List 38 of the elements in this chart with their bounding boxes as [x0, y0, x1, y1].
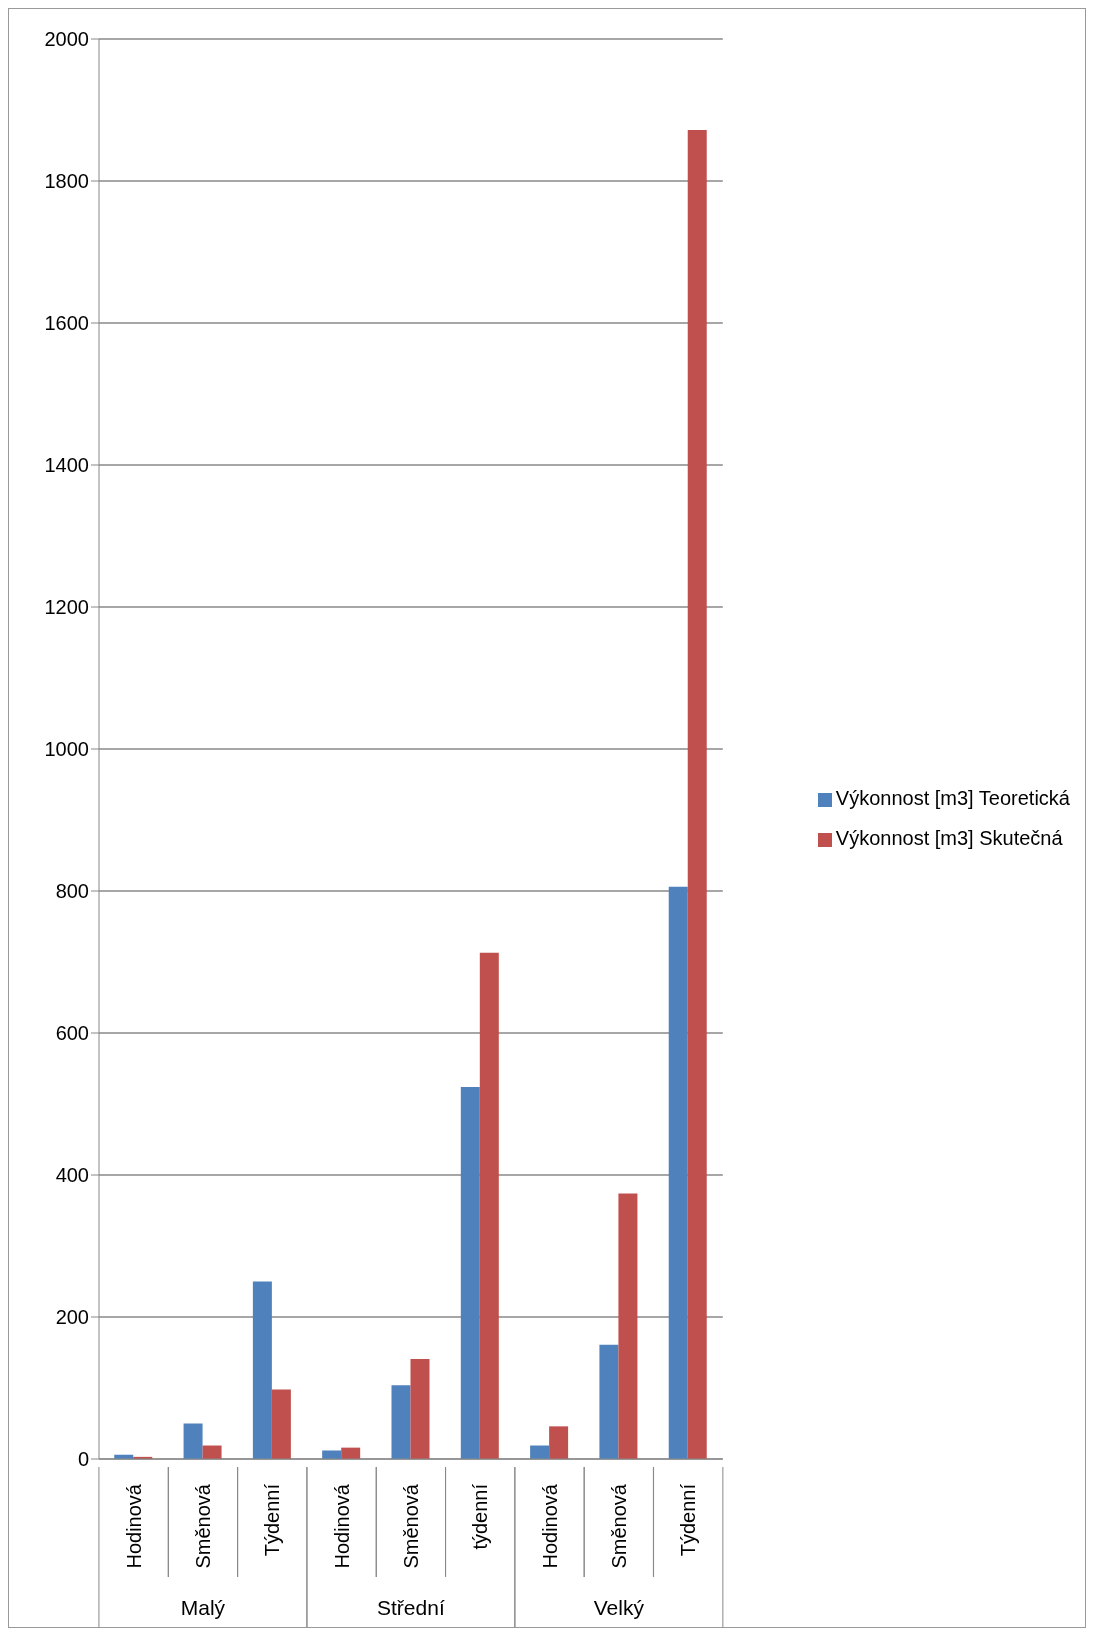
legend-label: Výkonnost [m3] Teoretická	[835, 787, 1070, 809]
x-tick-label: Hodinová	[330, 1483, 353, 1569]
y-tick-label: 0	[77, 1448, 89, 1471]
bar	[668, 886, 688, 1459]
bar	[687, 129, 707, 1459]
bar	[599, 1344, 619, 1459]
y-tick-label: 200	[55, 1306, 89, 1329]
legend-label: Výkonnost [m3] Skutečná	[835, 827, 1063, 849]
bar	[183, 1423, 203, 1459]
y-tick-label: 400	[55, 1164, 89, 1187]
text: Malý	[180, 1596, 226, 1619]
x-tick-label: Směnová	[399, 1483, 422, 1569]
y-tick-label: 1200	[44, 596, 89, 619]
text: Velký	[593, 1596, 645, 1619]
x-tick-label: Týdenní	[261, 1483, 284, 1557]
bar	[252, 1281, 272, 1459]
bar	[410, 1358, 430, 1459]
x-tick-label: Hodinová	[538, 1483, 561, 1569]
y-tick-label: 1000	[44, 738, 89, 761]
bar	[460, 1086, 480, 1459]
text: Střední	[377, 1596, 445, 1619]
y-tick-label: 1400	[44, 454, 89, 477]
y-tick-label: 2000	[44, 28, 89, 51]
x-tick-label: Směnová	[191, 1483, 214, 1569]
y-tick-label: 1600	[44, 312, 89, 335]
bar	[271, 1389, 291, 1459]
bar	[618, 1193, 638, 1459]
bar	[322, 1450, 342, 1459]
x-tick-label: Týdenní	[677, 1483, 700, 1557]
bar	[479, 952, 499, 1459]
bar	[549, 1426, 569, 1459]
bar	[391, 1385, 411, 1459]
y-tick-label: 1800	[44, 170, 89, 193]
y-tick-label: 800	[55, 880, 89, 903]
x-tick-label: Směnová	[607, 1483, 630, 1569]
x-tick-label: týdenní	[469, 1483, 492, 1550]
x-tick-label: Hodinová	[122, 1483, 145, 1569]
y-tick-label: 600	[55, 1022, 89, 1045]
